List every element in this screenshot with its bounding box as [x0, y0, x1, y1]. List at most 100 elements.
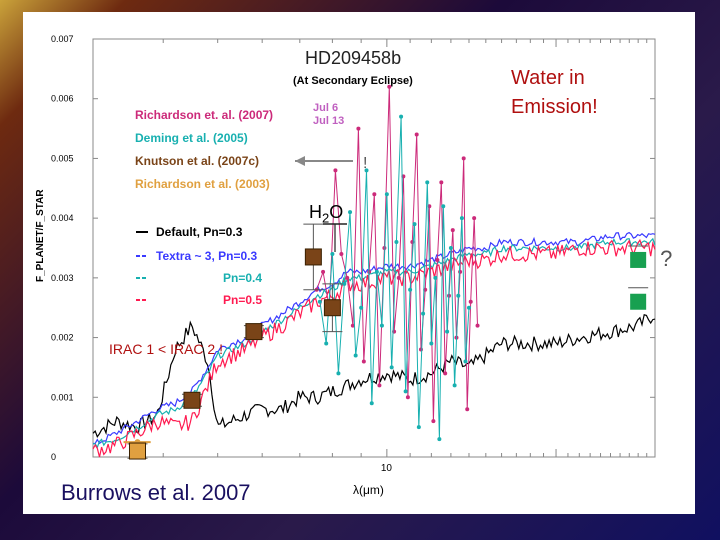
observed-spectrum-point [456, 293, 461, 298]
chart-title: HD209458b [305, 48, 401, 68]
observed-spectrum-point [445, 329, 450, 334]
observed-spectrum-point [330, 251, 335, 256]
observed-spectrum-point [377, 383, 382, 388]
photometry-point [304, 248, 322, 266]
y-tick-label: 0.002 [51, 333, 74, 343]
observed-spectrum-point [364, 168, 369, 173]
observation-legend-label: Richardson et. al. (2007) [135, 108, 273, 122]
observation-legend-label: Richardson et al. (2003) [135, 177, 270, 191]
observation-legend-note: Jul 6 [313, 102, 338, 114]
observed-spectrum-point [466, 305, 471, 310]
y-tick-label: 0.004 [51, 213, 74, 223]
observed-spectrum-point [421, 311, 426, 316]
water-emission-annotation: Water in Emission! [511, 64, 598, 122]
observation-legend-label: Knutson et al. (2007c) [135, 154, 259, 168]
observed-spectrum-point [372, 192, 377, 197]
observed-spectrum-point [408, 287, 413, 292]
observed-spectrum-point [394, 240, 399, 245]
model-legend-label: Pn=0.4 [223, 271, 262, 285]
observed-spectrum-point [412, 222, 417, 227]
y-tick-label: 0.003 [51, 273, 74, 283]
photometry-point [183, 391, 201, 409]
observed-spectrum-point [414, 132, 419, 137]
photometry-point [128, 442, 146, 460]
observed-spectrum-point [437, 437, 442, 442]
observed-spectrum-point [416, 425, 421, 430]
water-annotation-line-2: Emission! [511, 96, 598, 118]
observed-spectrum-point [350, 323, 355, 328]
observed-spectrum-point [396, 275, 401, 280]
model-legend-label: Pn=0.5 [223, 293, 262, 307]
citation-credit: Burrows et al. 2007 [61, 480, 251, 505]
y-tick-label: 0.007 [51, 34, 74, 44]
x-tick-label: 10 [381, 463, 393, 474]
observed-spectrum-point [356, 126, 361, 131]
h2o-sub: 2 [322, 210, 330, 226]
observed-spectrum-point [336, 371, 341, 376]
observed-spectrum-point [359, 305, 364, 310]
observed-spectrum-point [321, 269, 326, 274]
photometry-point [245, 323, 263, 341]
observed-spectrum-point [433, 275, 438, 280]
observed-spectrum-point [468, 299, 473, 304]
observed-spectrum-point [379, 323, 384, 328]
slide-panel: 0 0.001 0.002 0.003 0.004 0.005 0.006 0.007 10 λ(… [23, 12, 695, 514]
observed-spectrum-point [441, 204, 446, 209]
observed-spectrum-point [389, 365, 394, 370]
observed-spectrum-point [425, 180, 430, 185]
observed-spectrum-point [339, 251, 344, 256]
chart-subtitle: (At Secondary Eclipse) [293, 75, 413, 87]
observed-spectrum-point [458, 269, 463, 274]
observed-spectrum-point [348, 210, 353, 215]
observed-spectrum-point [448, 246, 453, 250]
observed-spectrum-point [459, 216, 464, 221]
observation-legend-label: Deming et al. (2005) [135, 131, 248, 145]
question-mark: ? [660, 246, 672, 271]
y-axis-label: F_PLANET/F_STAR [35, 189, 46, 282]
observed-spectrum-point [443, 371, 448, 376]
irac-annotation: IRAC 1 < IRAC 2 ! [109, 341, 223, 357]
observed-spectrum-point [333, 168, 338, 173]
h2o-label: H2O [309, 202, 343, 226]
observed-spectrum-point [399, 114, 404, 119]
water-annotation-line-1: Water in [511, 67, 585, 89]
observed-spectrum-point [435, 257, 440, 262]
observed-spectrum-point [369, 401, 374, 406]
y-tick-label: 0.005 [51, 153, 74, 163]
observed-spectrum-point [429, 341, 434, 346]
observed-spectrum-point [463, 359, 468, 364]
photometry-point [323, 299, 341, 317]
h2o-base: H [309, 202, 322, 222]
y-tick-label: 0.006 [51, 94, 74, 104]
observed-spectrum-point [403, 389, 408, 394]
observed-spectrum-point [387, 84, 392, 89]
observed-spectrum-point [374, 269, 379, 274]
observed-spectrum-point [405, 395, 410, 400]
observed-spectrum-point [324, 341, 329, 346]
observed-spectrum-point [431, 419, 436, 424]
observed-spectrum-point [465, 407, 470, 412]
observed-spectrum-point [450, 228, 455, 233]
observed-spectrum-point [317, 299, 322, 304]
x-axis-label: λ(μm) [353, 483, 384, 497]
observed-spectrum-point [353, 353, 358, 358]
observed-spectrum-point [439, 180, 444, 185]
model-series-line [92, 314, 656, 438]
observed-spectrum-point [475, 323, 480, 328]
observed-spectrum-point [418, 347, 423, 352]
observation-legend-note: Jul 13 [313, 115, 344, 127]
y-tick-label: 0.001 [51, 392, 74, 402]
observed-spectrum-point [345, 275, 350, 280]
model-legend-label: Textra ~ 3, Pn=0.3 [156, 249, 257, 263]
green-point [630, 293, 647, 310]
observed-spectrum-point [452, 383, 457, 388]
y-tick-label: 0 [51, 452, 56, 462]
spectrum-chart: 0 0.001 0.002 0.003 0.004 0.005 0.006 0.007 10 λ(… [35, 34, 672, 497]
observed-spectrum-point [461, 156, 466, 161]
knutson-arrow-head [295, 156, 305, 166]
green-point [630, 251, 647, 268]
model-legend-label: Default, Pn=0.3 [156, 225, 243, 239]
knutson-marker: ! [363, 155, 367, 172]
model-series-line [92, 238, 656, 458]
observed-spectrum-point [384, 192, 389, 197]
